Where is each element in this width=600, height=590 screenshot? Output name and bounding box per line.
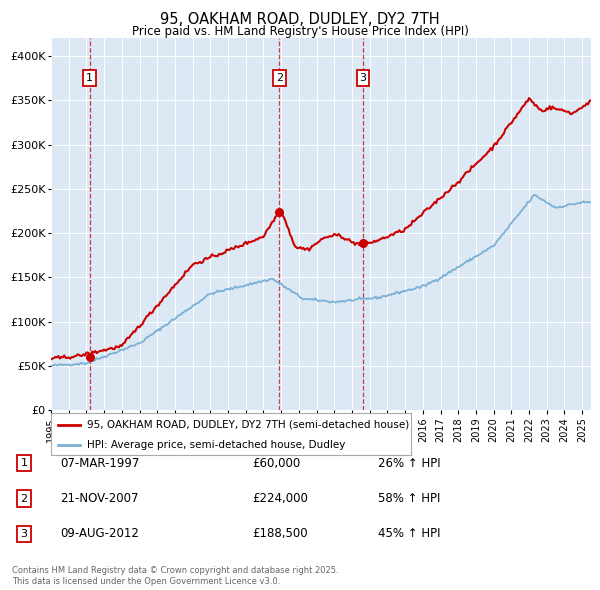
Text: 3: 3 <box>20 529 28 539</box>
Text: 2: 2 <box>275 73 283 83</box>
Text: 07-MAR-1997: 07-MAR-1997 <box>60 457 139 470</box>
Text: 95, OAKHAM ROAD, DUDLEY, DY2 7TH: 95, OAKHAM ROAD, DUDLEY, DY2 7TH <box>160 12 440 27</box>
Text: 21-NOV-2007: 21-NOV-2007 <box>60 492 139 505</box>
Text: Contains HM Land Registry data © Crown copyright and database right 2025.: Contains HM Land Registry data © Crown c… <box>12 566 338 575</box>
Text: 45% ↑ HPI: 45% ↑ HPI <box>378 527 440 540</box>
Text: 26% ↑ HPI: 26% ↑ HPI <box>378 457 440 470</box>
Text: 58% ↑ HPI: 58% ↑ HPI <box>378 492 440 505</box>
Text: 1: 1 <box>20 458 28 468</box>
Text: 09-AUG-2012: 09-AUG-2012 <box>60 527 139 540</box>
Text: 1: 1 <box>86 73 93 83</box>
Text: This data is licensed under the Open Government Licence v3.0.: This data is licensed under the Open Gov… <box>12 577 280 586</box>
Text: 2: 2 <box>20 494 28 503</box>
Text: Price paid vs. HM Land Registry's House Price Index (HPI): Price paid vs. HM Land Registry's House … <box>131 25 469 38</box>
Text: £188,500: £188,500 <box>252 527 308 540</box>
Text: £224,000: £224,000 <box>252 492 308 505</box>
Text: £60,000: £60,000 <box>252 457 300 470</box>
Text: 3: 3 <box>359 73 366 83</box>
Text: 95, OAKHAM ROAD, DUDLEY, DY2 7TH (semi-detached house): 95, OAKHAM ROAD, DUDLEY, DY2 7TH (semi-d… <box>87 420 409 430</box>
Text: HPI: Average price, semi-detached house, Dudley: HPI: Average price, semi-detached house,… <box>87 440 346 450</box>
